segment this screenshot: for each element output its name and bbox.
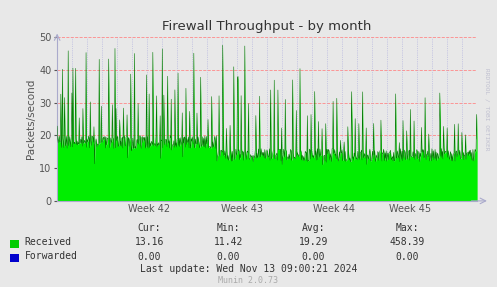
Text: 0.00: 0.00 [217,252,241,262]
Y-axis label: Packets/second: Packets/second [26,79,36,159]
Text: 0.00: 0.00 [301,252,325,262]
Text: 11.42: 11.42 [214,237,244,247]
Text: 458.39: 458.39 [390,237,425,247]
Text: 0.00: 0.00 [396,252,419,262]
Text: Min:: Min: [217,223,241,233]
Text: Munin 2.0.73: Munin 2.0.73 [219,276,278,285]
Text: Cur:: Cur: [137,223,161,233]
Text: Forwarded: Forwarded [25,251,78,261]
Text: 19.29: 19.29 [298,237,328,247]
Text: Last update: Wed Nov 13 09:00:21 2024: Last update: Wed Nov 13 09:00:21 2024 [140,264,357,274]
Text: 13.16: 13.16 [134,237,164,247]
Text: Avg:: Avg: [301,223,325,233]
Text: Received: Received [25,237,72,247]
Title: Firewall Throughput - by month: Firewall Throughput - by month [163,20,372,33]
Text: Max:: Max: [396,223,419,233]
Text: 0.00: 0.00 [137,252,161,262]
Text: RRDTOOL / TOBI OETIKER: RRDTOOL / TOBI OETIKER [485,68,490,150]
